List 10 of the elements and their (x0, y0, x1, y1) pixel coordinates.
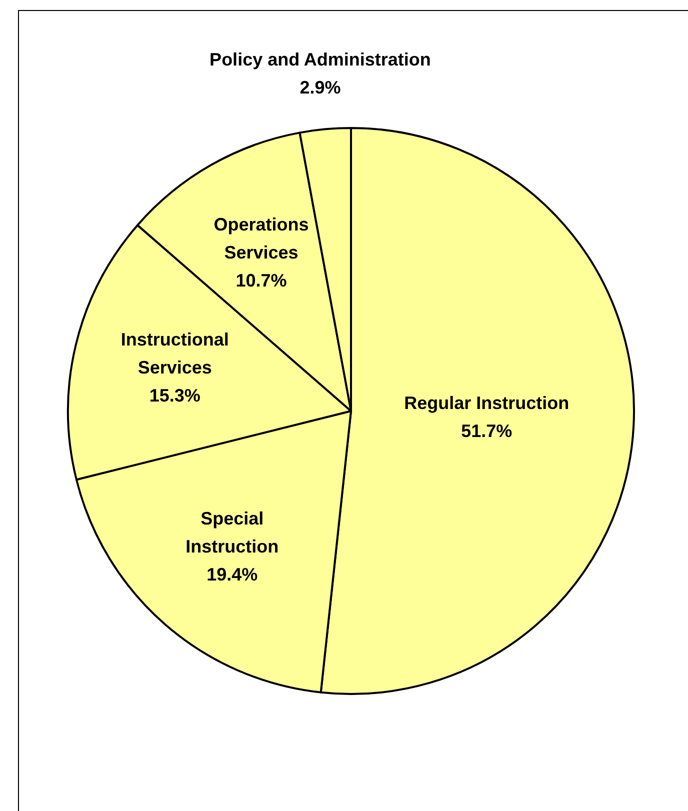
slice-label: Instructional Services (120, 330, 229, 378)
data-label: 51.7% (461, 421, 512, 442)
data-label: 2.9% (300, 77, 341, 98)
slice-label: Policy and Administration (210, 49, 431, 70)
data-label: 10.7% (236, 270, 287, 291)
slice-label: Operations Services (214, 214, 309, 263)
slice-label: Special Instruction (186, 508, 279, 557)
data-label: 19.4% (206, 564, 258, 585)
data-label: 15.3% (149, 386, 200, 406)
slice-label: Regular Instruction (404, 393, 570, 414)
